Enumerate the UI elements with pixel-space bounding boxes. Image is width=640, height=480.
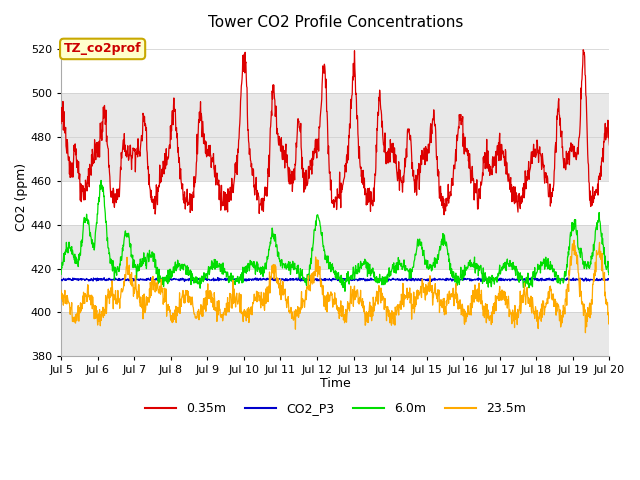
Y-axis label: CO2 (ppm): CO2 (ppm) <box>15 163 28 231</box>
Title: Tower CO2 Profile Concentrations: Tower CO2 Profile Concentrations <box>207 15 463 30</box>
Legend: 0.35m, CO2_P3, 6.0m, 23.5m: 0.35m, CO2_P3, 6.0m, 23.5m <box>140 397 531 420</box>
Bar <box>61 312 609 356</box>
Text: TZ_co2prof: TZ_co2prof <box>64 42 141 55</box>
X-axis label: Time: Time <box>320 377 351 390</box>
Bar <box>61 93 609 181</box>
Bar <box>61 225 609 268</box>
